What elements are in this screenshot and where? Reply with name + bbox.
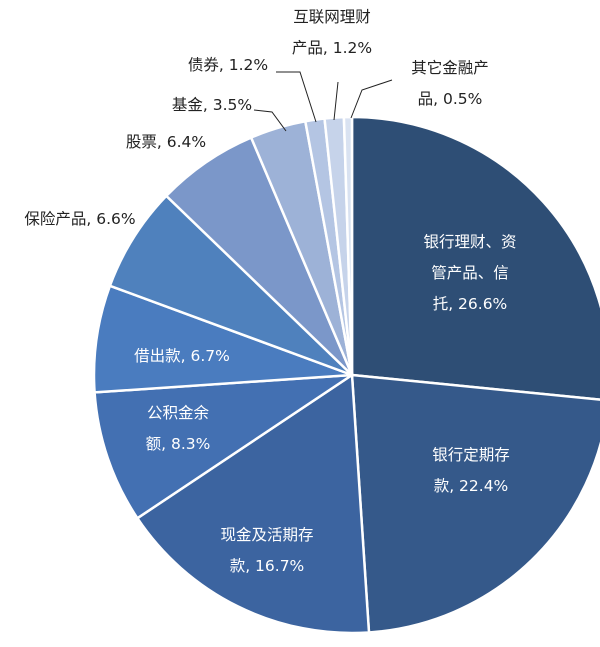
slice-label-line: 银行理财、资	[423, 233, 516, 251]
leader-line	[333, 81, 339, 121]
slice-label-line: 借出款, 6.7%	[134, 347, 230, 365]
slice-label: 基金, 3.5%	[172, 96, 252, 114]
pie-slice	[92, 284, 354, 394]
slice-label-line: 其它金融产	[411, 59, 489, 77]
slice-label-line: 产品, 1.2%	[292, 39, 372, 57]
pie-slice	[342, 115, 354, 377]
slice-label-line: 款, 22.4%	[434, 477, 509, 495]
slice-label: 保险产品, 6.6%	[24, 210, 135, 228]
slice-label-line: 额, 8.3%	[146, 435, 211, 453]
slice-label-line: 公积金余	[147, 403, 210, 422]
pie-slice	[136, 373, 371, 635]
pie-slice	[350, 373, 600, 634]
slice-label-line: 管产品、信	[431, 264, 509, 282]
slice-label: 银行理财、资管产品、信托, 26.6%	[423, 233, 516, 313]
slice-label-line: 互联网理财	[293, 8, 371, 26]
slice-label: 银行定期存款, 22.4%	[432, 446, 510, 495]
slice-label: 股票, 6.4%	[126, 133, 206, 151]
slice-label: 其它金融产品, 0.5%	[411, 59, 489, 108]
leader-line	[253, 109, 287, 132]
leader-line	[350, 79, 393, 119]
slice-label: 现金及活期存款, 16.7%	[220, 526, 313, 575]
slice-label: 公积金余额, 8.3%	[146, 403, 211, 453]
slice-label: 借出款, 6.7%	[134, 347, 230, 365]
slice-label-line: 保险产品, 6.6%	[24, 210, 135, 228]
slice-label-line: 托, 26.6%	[433, 295, 508, 313]
leader-line	[276, 71, 317, 123]
slice-label-line: 银行定期存	[432, 446, 510, 464]
slice-label-line: 现金及活期存	[220, 526, 313, 544]
slice-label-line: 债券, 1.2%	[188, 56, 268, 74]
slice-label-line: 股票, 6.4%	[126, 133, 206, 151]
pie-slice	[350, 115, 600, 401]
pie-slice	[93, 373, 354, 520]
slice-label-line: 款, 16.7%	[230, 557, 305, 575]
slice-label: 债券, 1.2%	[188, 56, 268, 74]
slice-label: 互联网理财产品, 1.2%	[292, 8, 372, 57]
slice-label-line: 基金, 3.5%	[172, 96, 252, 114]
slice-label-line: 品, 0.5%	[418, 90, 483, 108]
